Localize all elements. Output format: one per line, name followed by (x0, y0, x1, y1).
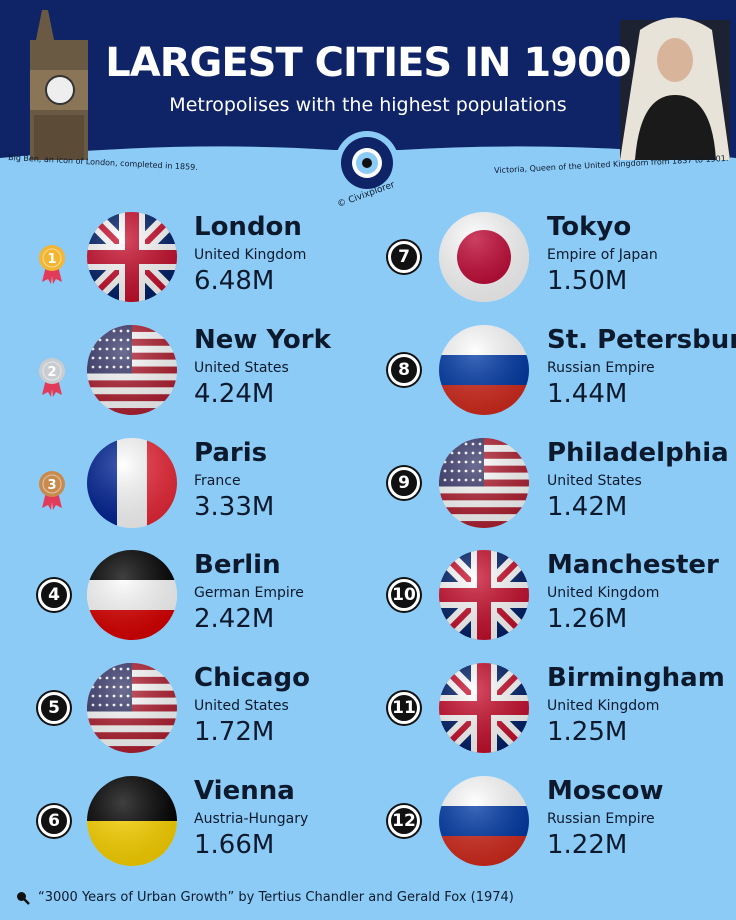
city-name: Paris (194, 437, 268, 468)
city-name: Philadelphia (547, 437, 729, 468)
city-row: 9 Philadelphia United States 1.42M (386, 437, 729, 538)
city-row: 2 New York United States 4.24M (36, 324, 376, 425)
city-population: 1.66M (194, 830, 275, 860)
city-population: 6.48M (194, 266, 275, 296)
city-country: France (194, 472, 241, 489)
city-country: Austria-Hungary (194, 811, 309, 827)
bronze-medal-icon: 3 (39, 470, 65, 510)
magnifier-icon (17, 891, 30, 905)
silver-medal-icon: 2 (39, 357, 65, 397)
city-country: United States (194, 698, 289, 715)
city-name: St. Petersburg (547, 324, 736, 355)
page-subtitle: Metropolises with the highest population… (169, 94, 567, 116)
city-country: German Empire (194, 585, 304, 602)
city-name: Chicago (194, 663, 310, 694)
rank-badge: 8 (388, 353, 420, 386)
gold-medal-icon: 1 (39, 245, 65, 284)
source-footer: “3000 Years of Urban Growth” by Tertius … (16, 890, 514, 905)
source-text: “3000 Years of Urban Growth” by Tertius … (38, 890, 514, 905)
city-population: 1.22M (547, 830, 628, 860)
city-row: 12 Moscow Russian Empire 1.22M (386, 776, 726, 876)
city-name: Vienna (194, 776, 295, 806)
big-ben-image (30, 10, 88, 160)
city-population: 1.25M (547, 717, 628, 748)
city-country: Russian Empire (547, 811, 655, 827)
header-background (0, 0, 736, 195)
city-name: Manchester (547, 550, 719, 581)
city-population: 1.44M (547, 378, 628, 409)
rank-badge: 11 (388, 692, 420, 725)
rank-badge: 12 (388, 805, 420, 837)
queen-victoria-image (620, 17, 730, 160)
header: LARGEST CITIES IN 1900 Metropolises with… (0, 0, 736, 220)
rank-badge: 5 (38, 692, 70, 725)
city-country: United Kingdom (547, 698, 660, 715)
city-name: Moscow (547, 776, 664, 806)
city-country: Empire of Japan (547, 247, 658, 263)
city-country: United Kingdom (547, 585, 660, 602)
city-row: 7 Tokyo Empire of Japan 1.50M (386, 212, 726, 312)
city-row: 6 Vienna Austria-Hungary 1.66M (36, 776, 376, 876)
rank-badge: 7 (388, 241, 420, 273)
medal-rank: 2 (47, 365, 56, 380)
city-row: 11 Birmingham United Kingdom 1.25M (386, 663, 726, 763)
rank-badge: 6 (38, 805, 70, 837)
medal-rank: 3 (47, 478, 56, 493)
city-name: Berlin (194, 550, 281, 581)
city-country: United States (194, 359, 289, 376)
city-name: New York (194, 324, 331, 355)
medal-rank: 1 (47, 252, 56, 267)
city-population: 1.42M (547, 491, 628, 522)
city-country: United Kingdom (194, 247, 307, 263)
page-title: LARGEST CITIES IN 1900 (105, 40, 632, 86)
city-row: 10 Manchester United Kingdom 1.26M (386, 550, 726, 650)
civixplorer-logo (335, 131, 399, 195)
city-row: 5 Chicago United States 1.72M (36, 663, 376, 763)
city-row: 8 St. Petersburg Russian Empire 1.44M (386, 324, 736, 425)
city-population: 4.24M (194, 378, 275, 409)
city-row: 1 London United Kingdom 6.48M (36, 212, 376, 312)
city-name: Birmingham (547, 663, 725, 694)
city-country: Russian Empire (547, 359, 655, 376)
rank-badge: 10 (388, 579, 420, 612)
city-population: 1.72M (194, 717, 275, 748)
city-country: United States (547, 472, 642, 489)
rank-badge: 9 (388, 466, 420, 499)
city-population: 2.42M (194, 604, 275, 635)
city-name: London (194, 212, 302, 242)
city-row: 3 Paris France 3.33M (36, 437, 376, 538)
city-row: 4 Berlin German Empire 2.42M (36, 550, 376, 650)
city-population: 1.26M (547, 604, 628, 635)
city-name: Tokyo (547, 212, 632, 242)
city-population: 1.50M (547, 266, 628, 296)
city-population: 3.33M (194, 491, 275, 522)
rank-badge: 4 (38, 579, 70, 612)
